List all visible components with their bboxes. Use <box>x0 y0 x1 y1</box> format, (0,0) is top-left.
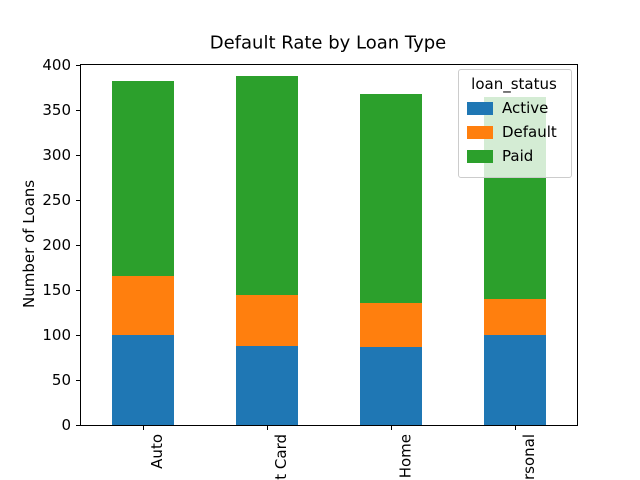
y-tick-mark <box>76 245 80 246</box>
bar-segment <box>360 302 422 347</box>
bar-segment <box>236 345 298 425</box>
plot-area: 0 50 100 150 200 250 300 350 400 Auto Credit Card H… <box>42 57 578 480</box>
legend-entry-default: Default <box>467 123 561 141</box>
y-tick-mark <box>76 335 80 336</box>
bar-segment <box>236 75 298 296</box>
y-tick-label: 50 <box>51 371 71 389</box>
default-swatch-icon <box>467 125 493 139</box>
bar-segment <box>484 299 546 335</box>
y-tick-label: 400 <box>42 56 71 74</box>
legend-entry-active: Active <box>467 99 561 117</box>
x-tick-mark <box>267 426 268 430</box>
x-tick-mark <box>515 426 516 430</box>
y-tick-label: 100 <box>42 326 71 344</box>
bar-segment <box>112 335 174 425</box>
y-tick-mark <box>76 380 80 381</box>
legend-label: Paid <box>502 147 534 165</box>
legend-entry-paid: Paid <box>467 147 561 165</box>
y-tick-label: 300 <box>42 146 71 164</box>
y-tick-label: 250 <box>42 191 71 209</box>
bar-segment <box>484 335 546 425</box>
y-tick-label: 350 <box>42 101 71 119</box>
y-tick-mark <box>76 200 80 201</box>
y-tick-label: 200 <box>42 236 71 254</box>
x-tick-label: Personal <box>520 434 538 480</box>
bar-segment <box>360 93 422 303</box>
legend-label: Active <box>502 99 549 117</box>
y-tick-mark <box>76 290 80 291</box>
x-tick-mark <box>391 426 392 430</box>
bar-segment <box>236 295 298 346</box>
y-tick-label: 0 <box>61 416 71 434</box>
legend-title: loan_status <box>471 75 557 93</box>
y-tick-mark <box>76 425 80 426</box>
bar-segment <box>112 275 174 335</box>
active-swatch-icon <box>467 101 493 115</box>
x-tick-label: Home <box>396 434 414 479</box>
chart-title: Default Rate by Loan Type <box>209 32 447 54</box>
legend-label: Default <box>502 123 557 141</box>
bar-segment <box>360 346 422 425</box>
paid-swatch-icon <box>467 149 493 163</box>
x-tick-label: Auto <box>148 434 166 469</box>
legend: loan_status Active Default Paid <box>458 69 572 178</box>
bar-segment <box>112 81 174 276</box>
y-tick-mark <box>76 65 80 66</box>
x-tick-label: Credit Card <box>272 434 290 480</box>
y-tick-mark <box>76 155 80 156</box>
x-tick-mark <box>143 426 144 430</box>
y-tick-mark <box>76 110 80 111</box>
y-tick-label: 150 <box>42 281 71 299</box>
